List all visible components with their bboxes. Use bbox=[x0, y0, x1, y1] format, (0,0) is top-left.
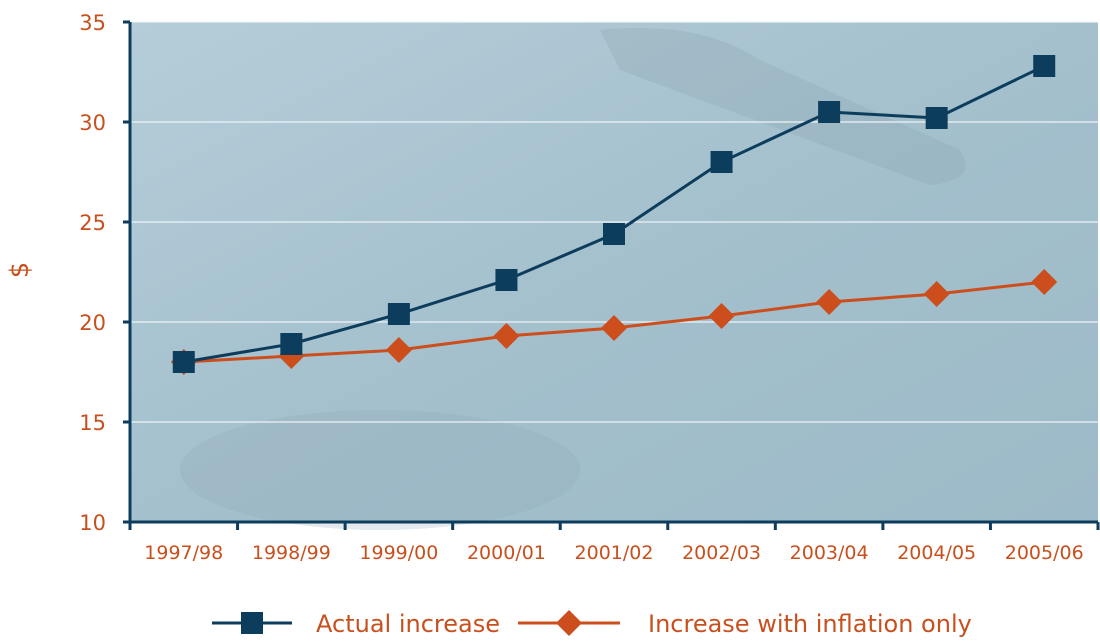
legend: Actual increase Increase with inflation o… bbox=[212, 610, 972, 638]
data-point-diamond bbox=[816, 289, 843, 315]
legend-item: Increase with inflation only bbox=[518, 610, 972, 638]
x-tick-label: 2001/02 bbox=[575, 542, 654, 564]
legend-label: Actual increase bbox=[316, 610, 500, 638]
x-tick-label: 1997/98 bbox=[144, 542, 223, 564]
data-point-square bbox=[603, 223, 625, 245]
data-point-diamond bbox=[708, 303, 735, 329]
plot-background bbox=[130, 22, 1098, 530]
x-tick-label: 2005/06 bbox=[1005, 542, 1084, 564]
data-point-square bbox=[280, 333, 303, 355]
legend-marker bbox=[556, 610, 582, 636]
y-axis-ticks: 10 15 20 25 30 35 bbox=[79, 11, 130, 535]
x-tick-label: 2002/03 bbox=[682, 542, 761, 564]
data-point-square bbox=[1033, 55, 1056, 77]
data-point-diamond bbox=[1031, 269, 1058, 295]
axes bbox=[128, 22, 1098, 524]
y-tick-label: 25 bbox=[79, 211, 106, 235]
legend-marker bbox=[241, 612, 263, 634]
y-tick-label: 15 bbox=[79, 411, 106, 435]
data-point-square bbox=[172, 351, 195, 373]
x-tick-label: 2004/05 bbox=[897, 542, 976, 564]
x-axis-ticks: 1997/98 1998/99 1999/00 2000/01 2001/02 2002/… bbox=[128, 522, 1100, 564]
series-1 bbox=[172, 55, 1056, 373]
x-tick-label: 2000/01 bbox=[467, 542, 546, 564]
series-group bbox=[170, 55, 1058, 375]
y-tick-label: 10 bbox=[79, 511, 106, 535]
data-point-diamond bbox=[493, 323, 520, 349]
background-decoration bbox=[600, 28, 966, 185]
y-axis-label: $ bbox=[5, 262, 35, 279]
legend-label: Increase with inflation only bbox=[648, 610, 972, 638]
y-tick-label: 20 bbox=[79, 311, 106, 335]
data-point-square bbox=[925, 107, 948, 129]
data-point-diamond bbox=[923, 281, 950, 307]
y-tick-label: 30 bbox=[79, 111, 106, 135]
x-tick-label: 2003/04 bbox=[790, 542, 869, 564]
data-point-square bbox=[495, 269, 518, 291]
data-point-diamond bbox=[601, 315, 627, 341]
y-tick-label: 35 bbox=[79, 11, 106, 35]
data-point-square bbox=[710, 151, 733, 173]
background-decoration bbox=[180, 410, 580, 530]
legend-item: Actual increase bbox=[212, 610, 500, 638]
data-point-square bbox=[387, 303, 410, 325]
x-tick-label: 1998/99 bbox=[252, 542, 331, 564]
data-point-diamond bbox=[385, 337, 412, 363]
x-tick-label: 1999/00 bbox=[359, 542, 438, 564]
data-point-square bbox=[818, 101, 841, 123]
